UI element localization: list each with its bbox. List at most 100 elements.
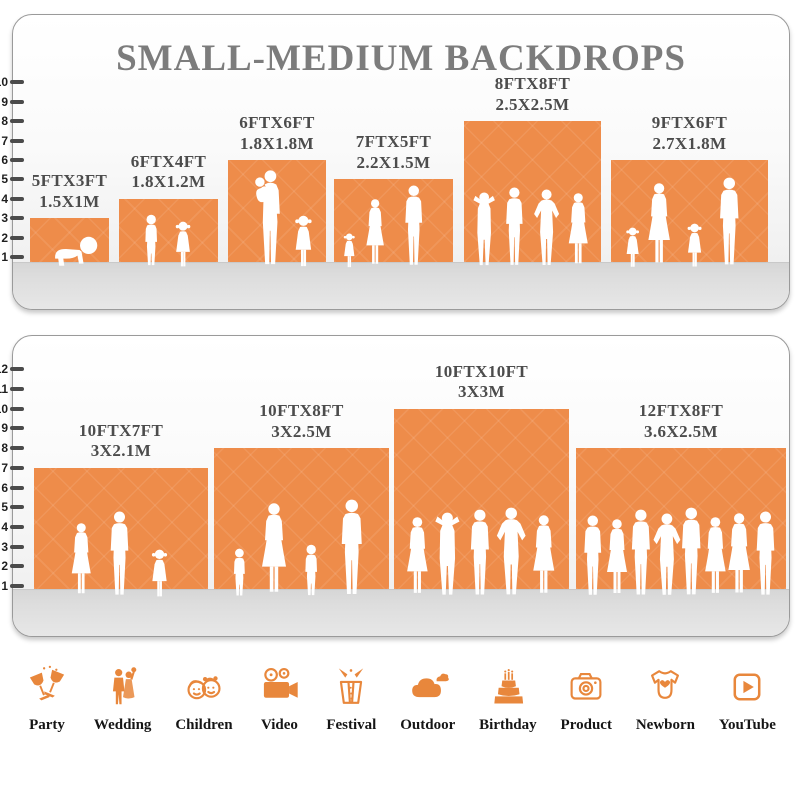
size-label-meters: 3X2.1M xyxy=(90,441,152,461)
category-label: Children xyxy=(175,717,233,733)
size-bar-6ftx4ft xyxy=(119,198,218,262)
ruler-number: 9 xyxy=(1,94,8,109)
size-label: 12FTX8FT 3.6X2.5M xyxy=(591,401,771,442)
size-label-meters: 3X2.5M xyxy=(271,421,332,441)
ruler-number: 6 xyxy=(1,480,8,495)
ruler-number: 11 xyxy=(0,382,8,396)
size-label-meters: 2.5X2.5M xyxy=(495,94,570,114)
ruler-tick xyxy=(10,387,24,391)
person-silhouette-girl xyxy=(291,215,316,269)
size-label: 6FTX6FT 1.8X1.8M xyxy=(187,113,367,154)
birthday-icon xyxy=(485,664,531,710)
small-backdrops-chart-panel: SMALL-MEDIUM BACKDROPS 1 2 3 4 5 6 7 8 9 10 5FTX3F… xyxy=(0,14,790,310)
ruler-tick xyxy=(10,235,24,240)
person-silhouette-girl xyxy=(172,221,194,269)
children-icon xyxy=(181,664,227,710)
ruler-number: 7 xyxy=(1,133,8,148)
person-silhouette-man xyxy=(333,499,371,599)
size-label-feet: 6FTX6FT xyxy=(239,113,315,132)
size-label-feet: 12FTX8FT xyxy=(638,401,724,421)
person-silhouette-baby xyxy=(44,233,100,269)
ruler-tick xyxy=(10,367,24,372)
size-label-meters: 3.6X2.5M xyxy=(643,421,719,441)
party-icon xyxy=(24,664,70,710)
category-party: Party xyxy=(24,664,70,734)
category-label: Newborn xyxy=(635,717,695,733)
person-silhouette-woman xyxy=(256,503,292,599)
person-silhouette-womanbaby xyxy=(247,169,288,269)
ruler-tick xyxy=(10,158,24,162)
ruler-number: 8 xyxy=(1,114,8,129)
category-label: YouTube xyxy=(718,717,776,733)
ruler-tick xyxy=(10,465,24,470)
size-label-feet: 8FTX8FT xyxy=(494,74,571,94)
ruler-tick xyxy=(10,138,24,143)
ruler-tick xyxy=(10,255,24,259)
size-label: 10FTX7FT 3X2.1M xyxy=(31,421,211,462)
size-label: 10FTX10FT 3X3M xyxy=(392,362,572,403)
ruler-number: 6 xyxy=(1,153,8,167)
size-label-feet: 10FTX10FT xyxy=(434,361,529,381)
category-wedding: Wedding xyxy=(94,664,151,734)
size-label-meters: 2.7X1.8M xyxy=(652,133,727,153)
person-silhouette-akimbo xyxy=(491,507,531,599)
ruler-tick xyxy=(10,564,24,569)
outdoor-icon xyxy=(405,664,451,710)
category-children: Children xyxy=(175,664,233,734)
person-silhouette-akimbo xyxy=(529,189,564,269)
ruler-tick xyxy=(10,406,24,411)
category-label: Party xyxy=(29,717,65,733)
ruler-tick xyxy=(10,446,24,451)
size-bar-12ftx8ft xyxy=(576,448,786,589)
size-label-feet: 6FTX4FT xyxy=(130,151,207,171)
person-silhouette-boy xyxy=(229,547,250,599)
person-silhouette-woman xyxy=(67,523,96,599)
category-outdoor: Outdoor xyxy=(400,664,455,734)
newborn-icon xyxy=(642,664,688,710)
person-silhouette-boy xyxy=(300,543,322,599)
ruler-tick xyxy=(10,485,24,490)
size-bar-7ftx5ft xyxy=(334,179,453,262)
ruler-tick xyxy=(10,505,24,510)
ruler-number: 3 xyxy=(1,539,8,554)
size-label-meters: 2.2X1.5M xyxy=(356,152,431,172)
ruler-number: 5 xyxy=(1,500,8,515)
person-silhouette-man xyxy=(749,511,782,599)
ruler-tick xyxy=(10,119,24,124)
ruler-number: 8 xyxy=(1,441,8,456)
person-silhouette-girl xyxy=(623,227,642,269)
page-title: SMALL-MEDIUM BACKDROPS xyxy=(116,38,686,79)
size-label-meters: 1.5X1M xyxy=(39,191,100,211)
size-label-feet: 10FTX7FT xyxy=(78,420,164,440)
ruler-number: 7 xyxy=(1,460,8,475)
size-label: 8FTX8FT 2.5X2.5M xyxy=(443,74,623,115)
person-silhouette-man xyxy=(103,511,136,599)
size-label: 6FTX4FT 1.8X1.2M xyxy=(79,152,259,193)
category-label: Video xyxy=(260,717,298,733)
person-silhouette-girl xyxy=(684,223,705,269)
person-silhouette-woman xyxy=(643,183,675,269)
ruler-number: 12 xyxy=(0,362,8,377)
floor xyxy=(13,589,789,636)
size-label-meters: 1.8X1.8M xyxy=(239,133,315,153)
category-festival: Festival xyxy=(326,664,376,734)
size-label: 10FTX8FT 3X2.5M xyxy=(212,401,392,442)
person-silhouette-girl xyxy=(341,233,358,269)
category-video: Video xyxy=(256,664,302,734)
medium-backdrops-chart-panel: 12345678910111210FTX7FT3X2.1M10FTX8FT3X2… xyxy=(0,335,790,637)
person-silhouette-armsup xyxy=(467,191,501,269)
ruler-number: 10 xyxy=(0,401,8,416)
ruler-number: 1 xyxy=(1,250,8,264)
size-label-feet: 10FTX8FT xyxy=(259,401,344,421)
category-row: Party Wedding Children Video Festival Outdoor… xyxy=(24,664,776,734)
size-label-feet: 7FTX5FT xyxy=(355,132,432,152)
size-label: 7FTX5FT 2.2X1.5M xyxy=(304,132,484,173)
ruler-tick xyxy=(10,99,24,104)
person-silhouette-girl xyxy=(148,549,171,599)
ruler-number: 3 xyxy=(1,211,8,226)
category-label: Outdoor xyxy=(400,717,456,733)
category-birthday: Birthday xyxy=(479,664,537,734)
ruler-tick xyxy=(10,216,24,221)
product-icon xyxy=(563,664,609,710)
size-label-feet: 5FTX3FT xyxy=(31,171,108,191)
